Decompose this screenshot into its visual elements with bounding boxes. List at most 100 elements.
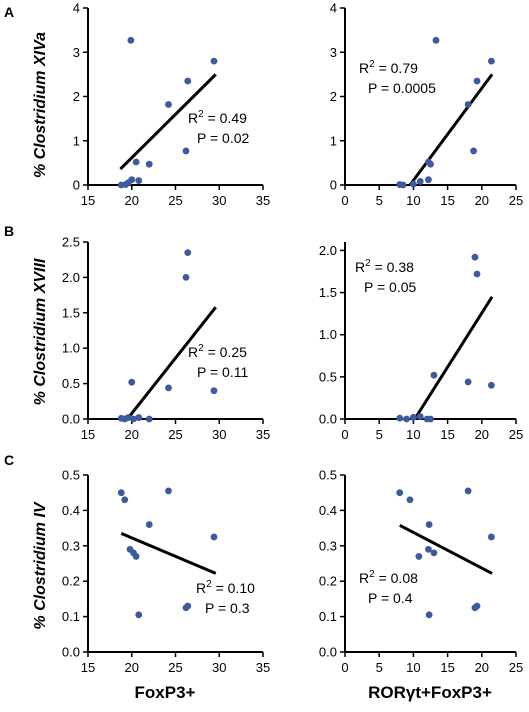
data-point <box>403 415 410 423</box>
regression-line <box>119 73 217 171</box>
y-tick-label: 0.2 <box>319 574 337 589</box>
x-tick-label: 25 <box>168 193 182 208</box>
data-point <box>425 176 432 184</box>
regression-line <box>408 73 494 186</box>
data-point <box>145 160 153 168</box>
y-tick-label: 1.5 <box>62 305 80 320</box>
panel-letter-c: C <box>4 452 14 468</box>
data-point <box>487 381 495 389</box>
data-point <box>165 384 172 392</box>
y-tick-label: 1 <box>73 133 80 148</box>
data-point <box>184 77 192 85</box>
data-point <box>415 553 423 560</box>
x-tick-label: 10 <box>406 193 420 208</box>
x-tick-label: 20 <box>125 427 139 442</box>
y-tick-label: 0.5 <box>319 468 337 483</box>
data-point <box>425 521 433 528</box>
regression-line <box>399 523 493 575</box>
y-tick-label: 1 <box>330 133 337 148</box>
data-point <box>487 533 495 541</box>
y-tick-label: 0.5 <box>319 369 337 384</box>
x-tick-label: 35 <box>256 427 270 442</box>
data-point <box>471 253 479 261</box>
data-point <box>487 57 495 65</box>
x-tick-label: 30 <box>212 660 226 675</box>
r-squared-label: R2 = 0.79 <box>359 59 418 76</box>
y-tick-label: 0.0 <box>62 412 80 427</box>
data-point <box>165 487 172 495</box>
p-value-label: P = 0.05 <box>364 279 417 295</box>
y-tick-label: 3 <box>330 45 337 60</box>
p-value-label: P = 0.0005 <box>368 80 436 96</box>
data-point <box>473 602 481 610</box>
x-axis-label-foxp3: FoxP3+ <box>135 683 196 702</box>
data-point <box>132 158 140 166</box>
y-tick-label: 0.3 <box>62 538 80 553</box>
y-tick-label: 0.0 <box>62 645 80 660</box>
y-axis-label-row-a: % Clostridium XIVa <box>32 32 49 178</box>
y-tick-label: 0 <box>330 178 337 193</box>
data-point <box>430 549 438 557</box>
r-squared-label: R2 = 0.10 <box>196 579 255 596</box>
x-tick-label: 5 <box>376 427 383 442</box>
y-tick-label: 2 <box>330 89 337 104</box>
y-axis-label-row-c: % Clostridium IV <box>32 501 49 629</box>
y-tick-label: 0.3 <box>319 538 337 553</box>
y-tick-label: 2.0 <box>62 270 80 285</box>
r-squared-label: R2 = 0.49 <box>188 109 247 126</box>
data-point <box>396 489 404 497</box>
x-tick-label: 15 <box>440 427 454 442</box>
y-tick-label: 0.1 <box>319 609 337 624</box>
y-axis-label-row-b: % Clostridium XVIII <box>32 258 49 405</box>
x-tick-label: 20 <box>475 660 489 675</box>
p-value-label: P = 0.3 <box>205 600 250 616</box>
x-tick-label: 35 <box>256 193 270 208</box>
x-tick-label: 10 <box>406 660 420 675</box>
y-tick-label: 4 <box>330 1 337 16</box>
y-tick-label: 2.5 <box>62 235 80 250</box>
x-tick-label: 5 <box>376 193 383 208</box>
data-point <box>210 57 218 65</box>
data-point <box>425 611 433 619</box>
data-point <box>425 545 432 553</box>
panel-b-right: 0 5 10 15 20 25 0.0 0.5 1.0 1.5 2.0 R2 = 0.38 P = 0.… <box>319 242 523 442</box>
y-tick-label: 3 <box>73 45 80 60</box>
data-point <box>410 180 417 188</box>
p-value-label: P = 0.02 <box>197 130 250 146</box>
panel-c-right: 0 5 10 15 20 25 0.0 0.1 0.2 0.3 0.4 0.5 R2 = 0.08 P =… <box>319 468 523 676</box>
x-tick-label: 20 <box>125 193 139 208</box>
data-point <box>184 602 192 610</box>
data-point <box>210 387 218 395</box>
x-tick-label: 25 <box>509 660 523 675</box>
data-point <box>145 521 153 528</box>
y-tick-label: 0.4 <box>319 503 337 518</box>
x-tick-label: 15 <box>81 193 95 208</box>
x-tick-label: 20 <box>125 660 139 675</box>
r-squared-label: R2 = 0.08 <box>359 569 418 586</box>
data-point <box>117 489 125 497</box>
y-tick-label: 0.0 <box>319 645 337 660</box>
x-tick-label: 25 <box>168 427 182 442</box>
data-point <box>427 160 434 168</box>
data-point <box>132 553 140 560</box>
y-tick-label: 0.5 <box>62 376 80 391</box>
x-tick-label: 15 <box>81 660 95 675</box>
data-point <box>473 77 481 85</box>
data-point <box>182 274 190 281</box>
regression-line <box>413 295 494 420</box>
data-point <box>127 36 135 44</box>
x-tick-label: 30 <box>212 193 226 208</box>
data-point <box>410 413 417 421</box>
data-point <box>128 378 136 386</box>
x-tick-label: 0 <box>341 193 348 208</box>
x-tick-label: 15 <box>440 660 454 675</box>
data-point <box>135 177 143 184</box>
x-tick-label: 25 <box>509 193 523 208</box>
x-tick-label: 20 <box>475 193 489 208</box>
y-tick-label: 1.0 <box>319 327 337 342</box>
data-point <box>464 487 472 495</box>
data-point <box>210 533 218 541</box>
regression-line <box>126 306 217 420</box>
panel-b-left: 15 20 25 30 35 0.0 0.5 1.0 1.5 2.0 2.5 R2 = 0.25 P =… <box>62 235 270 443</box>
